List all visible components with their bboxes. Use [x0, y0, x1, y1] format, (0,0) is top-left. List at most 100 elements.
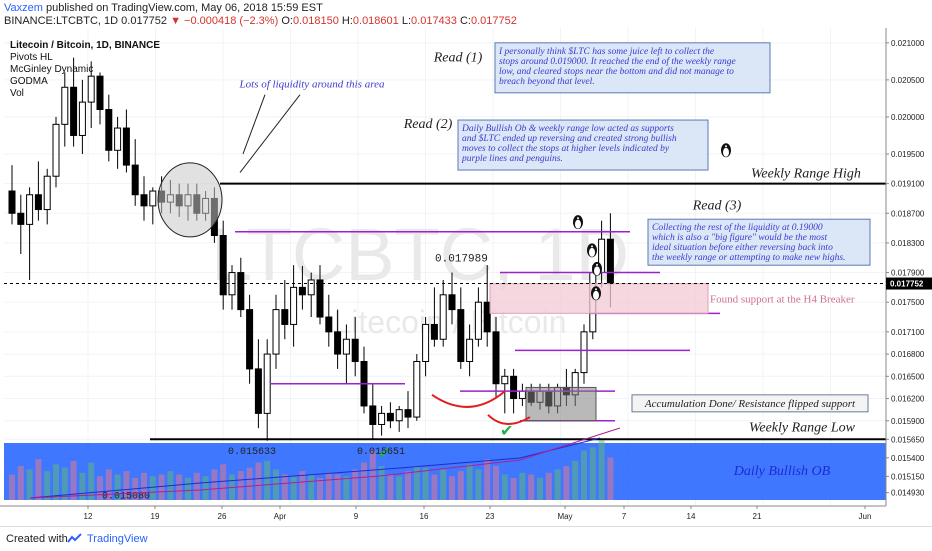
volume-bar	[9, 474, 15, 500]
y-tick-label: 0.017100	[891, 328, 925, 337]
candle-body	[404, 409, 412, 418]
penguin-icon	[592, 261, 602, 276]
candle-body	[61, 86, 69, 125]
volume-bar	[352, 469, 359, 500]
y-tick-label: 0.015650	[891, 435, 925, 444]
ob-label: Daily Bullish OB	[733, 464, 831, 479]
volume-bar	[501, 474, 508, 500]
candle-body	[457, 309, 465, 362]
x-tick-label: Apr	[274, 512, 287, 521]
axis-bg	[886, 28, 932, 526]
volume-bar	[70, 460, 77, 500]
candle	[237, 257, 245, 318]
penguin-icon	[721, 143, 731, 158]
volume-bar	[141, 472, 147, 500]
price-tag-label: 0.017752	[890, 280, 924, 289]
price-chart[interactable]: LTCBTC, 1D Litecoin / Bitcoin Daily Bull…	[0, 28, 932, 526]
check-icon: ✔	[500, 423, 513, 440]
legend-indicator-4[interactable]: Vol	[10, 88, 24, 99]
volume-bar	[193, 472, 200, 500]
candle	[8, 165, 16, 225]
volume-bar	[17, 466, 24, 500]
volume-bar	[440, 469, 447, 500]
candle	[298, 265, 306, 310]
read1-label: Read (1)	[433, 50, 483, 65]
candle-body	[263, 353, 271, 414]
candle	[254, 339, 262, 429]
price-change: ▼ −0.000418 (−2.3%)	[170, 15, 279, 27]
footer: Created with TradingView	[0, 526, 932, 551]
volume-bars	[9, 440, 614, 500]
read3-box-line: ideal situation before either reversing …	[652, 242, 833, 253]
chart-header: Vaxzem published on TradingView.com, May…	[0, 0, 932, 28]
y-tick-label: 0.015900	[891, 417, 925, 426]
x-tick-label: 14	[687, 512, 696, 521]
created-with-label: Created with	[6, 533, 68, 545]
tradingview-link[interactable]: TradingView	[87, 533, 148, 545]
legend-indicator-2[interactable]: McGinley Dynamic	[10, 64, 94, 75]
time-axis: 12 19 26 Apr 9 16 23 May 7 14 21 Jun	[0, 505, 886, 521]
volume-bar	[466, 464, 473, 500]
candle	[34, 161, 42, 221]
volume-bar	[114, 474, 121, 500]
volume-bar	[97, 476, 103, 500]
y-tick-label: 0.020500	[891, 76, 925, 85]
candle	[386, 402, 394, 429]
candle-body	[378, 412, 386, 425]
candle	[281, 279, 289, 340]
y-tick-label: 0.019100	[891, 180, 925, 189]
volume-bar	[528, 474, 535, 500]
read2-label: Read (2)	[403, 117, 453, 132]
volume-bar	[537, 477, 543, 500]
candle-body	[448, 294, 456, 311]
candle	[404, 391, 412, 429]
liquidity-pointer	[242, 94, 266, 155]
candle-body	[422, 323, 430, 362]
y-tick-label: 0.016800	[891, 350, 925, 359]
close-value: 0.017752	[470, 15, 517, 27]
candle-body	[237, 272, 245, 311]
close-label: C:	[459, 15, 471, 27]
candle-body	[131, 164, 139, 196]
volume-bar	[510, 477, 517, 500]
volume-bar	[211, 469, 218, 500]
volume-bar	[413, 466, 420, 500]
x-tick-label: 21	[753, 512, 762, 521]
y-tick-label: 0.016500	[891, 372, 925, 381]
x-tick-label: 19	[151, 512, 160, 521]
penguin-icon	[587, 243, 597, 258]
y-tick-label: 0.018700	[891, 209, 925, 218]
volume-bar	[273, 469, 279, 500]
candle	[105, 94, 113, 162]
candle-body	[70, 86, 78, 136]
legend-indicator-3[interactable]: GODMA	[10, 76, 48, 87]
tradingview-logo-icon	[67, 533, 82, 543]
candle	[580, 324, 588, 384]
price-bottom-label: 0.015080	[102, 492, 150, 503]
candle-body	[316, 279, 324, 318]
volume-bar	[255, 462, 262, 500]
legend-indicator-1[interactable]: Pivots HL	[10, 52, 53, 63]
y-tick-label: 0.017900	[891, 269, 925, 278]
liquidity-pointer-2	[239, 94, 301, 173]
x-tick-label: Jun	[859, 512, 872, 521]
low-value: 0.017433	[411, 15, 457, 27]
candle	[246, 294, 254, 384]
volume-bar	[237, 471, 244, 500]
x-tick-label: 23	[486, 512, 495, 521]
candle-body	[246, 309, 254, 370]
candle-body	[8, 190, 16, 214]
candle-body	[430, 323, 438, 340]
read3-box-line: the weekly range or attempting to make n…	[652, 253, 845, 263]
y-tick-label: 0.021000	[891, 39, 925, 48]
volume-bar	[308, 474, 315, 500]
symbol-label: BINANCE:LTCBTC, 1D	[4, 15, 119, 27]
read1-box-bg	[494, 42, 771, 94]
candle-body	[281, 309, 289, 325]
volume-bar	[53, 464, 59, 500]
author-link[interactable]: Vaxzem	[4, 2, 43, 14]
volume-bar	[457, 471, 464, 500]
candle-body	[325, 316, 333, 333]
volume-bar	[449, 476, 455, 500]
candle	[430, 287, 438, 347]
